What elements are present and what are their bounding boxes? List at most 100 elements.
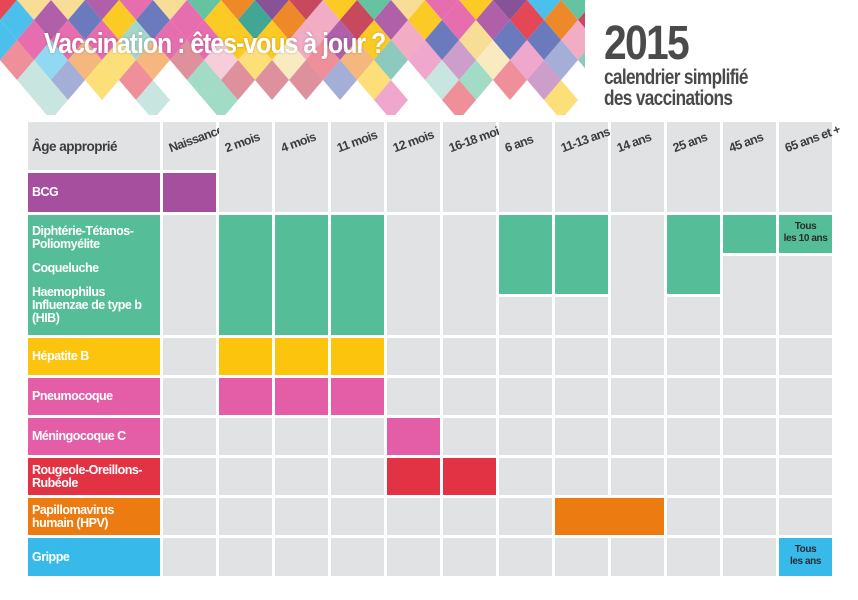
page-title: Vaccination : êtes-vous à jour ? xyxy=(44,28,386,60)
empty-cell xyxy=(667,297,720,335)
vaccine-label: Hépatite B xyxy=(32,349,89,363)
age-label: 11 mois xyxy=(335,127,379,156)
empty-cell xyxy=(779,378,832,415)
empty-cell xyxy=(163,498,216,535)
corner-label: Âge approprié xyxy=(32,138,118,154)
column-header-16-18mois: 16-18 mois xyxy=(443,122,507,212)
column-header-65anset: 65 ans et + xyxy=(779,122,842,212)
column-header-11mois: 11 mois xyxy=(331,122,384,212)
column-header-6ans: 6 ans xyxy=(499,122,552,212)
empty-cell xyxy=(275,458,328,495)
empty-cell xyxy=(499,297,552,335)
empty-cell xyxy=(667,378,720,415)
mosaic-tile xyxy=(561,20,585,60)
year: 2015 xyxy=(604,17,690,70)
mosaic-tile xyxy=(85,0,119,20)
empty-cell xyxy=(779,498,832,535)
dose-cell-dtp xyxy=(667,215,720,294)
age-label: 12 mois xyxy=(391,127,436,156)
age-label: 14 ans xyxy=(615,129,653,156)
mosaic-tile xyxy=(119,0,153,20)
empty-cell xyxy=(723,538,776,576)
row-label-dtp-group: Diphtérie-Tétanos-Poliomyélite Coqueluche… xyxy=(28,215,160,335)
empty-cell xyxy=(219,458,272,495)
column-header-25ans: 25 ans xyxy=(667,122,720,212)
mosaic-tile xyxy=(442,80,476,115)
dose-cell-pneumocoque xyxy=(331,378,384,415)
empty-cell xyxy=(275,498,328,535)
empty-cell xyxy=(163,538,216,576)
mosaic-tile xyxy=(459,0,493,20)
row-label-bcg: BCG xyxy=(28,173,160,212)
vaccine-label: Rougeole-Oreillons-Rubéole xyxy=(32,462,142,490)
mosaic-tile xyxy=(544,80,578,115)
empty-cell xyxy=(387,338,440,375)
dose-cell-dtp: Tous les 10 ans xyxy=(779,215,832,253)
empty-cell xyxy=(555,338,608,375)
empty-cell xyxy=(163,418,216,455)
empty-cell xyxy=(723,256,776,335)
vaccine-label-hib: Haemophilus Influenzae de type b (HIB) xyxy=(32,285,142,326)
dose-cell-bcg xyxy=(163,173,216,212)
empty-cell xyxy=(723,338,776,375)
empty-cell xyxy=(443,538,496,576)
empty-cell xyxy=(331,458,384,495)
empty-cell xyxy=(499,498,552,535)
column-header-14ans: 14 ans xyxy=(611,122,664,212)
empty-cell xyxy=(443,338,496,375)
age-label: 6 ans xyxy=(503,132,536,156)
subtitle-line1: calendrier simplifié xyxy=(604,66,749,89)
vaccine-label: Grippe xyxy=(32,549,70,564)
empty-cell xyxy=(443,498,496,535)
dose-cell-dtp xyxy=(275,215,328,335)
empty-cell xyxy=(667,418,720,455)
row-label-hepatite-b: Hépatite B xyxy=(28,338,160,375)
note-line: Tous xyxy=(794,221,817,232)
mosaic-tile xyxy=(221,0,255,20)
empty-cell xyxy=(611,378,664,415)
empty-cell xyxy=(163,378,216,415)
age-label: 65 ans et + xyxy=(783,122,842,156)
note-line: les 10 ans xyxy=(783,233,828,244)
mosaic-tile xyxy=(289,60,323,100)
frequency-note: Tous les ans xyxy=(779,544,832,568)
dose-cell-dtp xyxy=(331,215,384,335)
empty-cell xyxy=(163,338,216,375)
empty-cell xyxy=(611,458,664,495)
empty-cell xyxy=(555,297,608,335)
empty-cell xyxy=(219,418,272,455)
empty-cell xyxy=(555,418,608,455)
mosaic-tile xyxy=(17,0,51,20)
mosaic-tile xyxy=(527,0,561,20)
dose-cell-dtp xyxy=(499,215,552,294)
dose-cell-pneumocoque xyxy=(219,378,272,415)
mosaic-tile xyxy=(255,0,289,20)
decorative-mosaic-banner xyxy=(0,0,585,115)
row-label-grippe: Grippe xyxy=(28,538,160,576)
column-header-45ans: 45 ans xyxy=(723,122,776,212)
empty-cell xyxy=(611,538,664,576)
column-header-2mois: 2 mois xyxy=(219,122,272,212)
row-label-pneumocoque: Pneumocoque xyxy=(28,378,160,415)
age-label: 4 mois xyxy=(279,129,318,156)
age-label: 16-18 mois xyxy=(447,121,507,156)
empty-cell xyxy=(611,418,664,455)
mosaic-tile xyxy=(561,0,585,20)
empty-cell xyxy=(499,418,552,455)
empty-cell xyxy=(443,418,496,455)
empty-cell xyxy=(275,538,328,576)
empty-cell xyxy=(443,378,496,415)
empty-cell xyxy=(555,378,608,415)
mosaic-tile xyxy=(51,0,85,20)
dose-cell-pneumocoque xyxy=(275,378,328,415)
mosaic-tile xyxy=(204,80,238,115)
dose-cell-meningocoque-c xyxy=(387,418,440,455)
empty-cell xyxy=(723,498,776,535)
mosaic-tile xyxy=(255,60,289,100)
mosaic-tile xyxy=(578,51,585,69)
row-label-meningocoque-c: Méningocoque C xyxy=(28,418,160,455)
mosaic-tile xyxy=(578,11,585,29)
column-header-Naissance: Naissance xyxy=(163,122,225,170)
mosaic-tile xyxy=(136,80,170,115)
dose-cell-ror xyxy=(443,458,496,495)
